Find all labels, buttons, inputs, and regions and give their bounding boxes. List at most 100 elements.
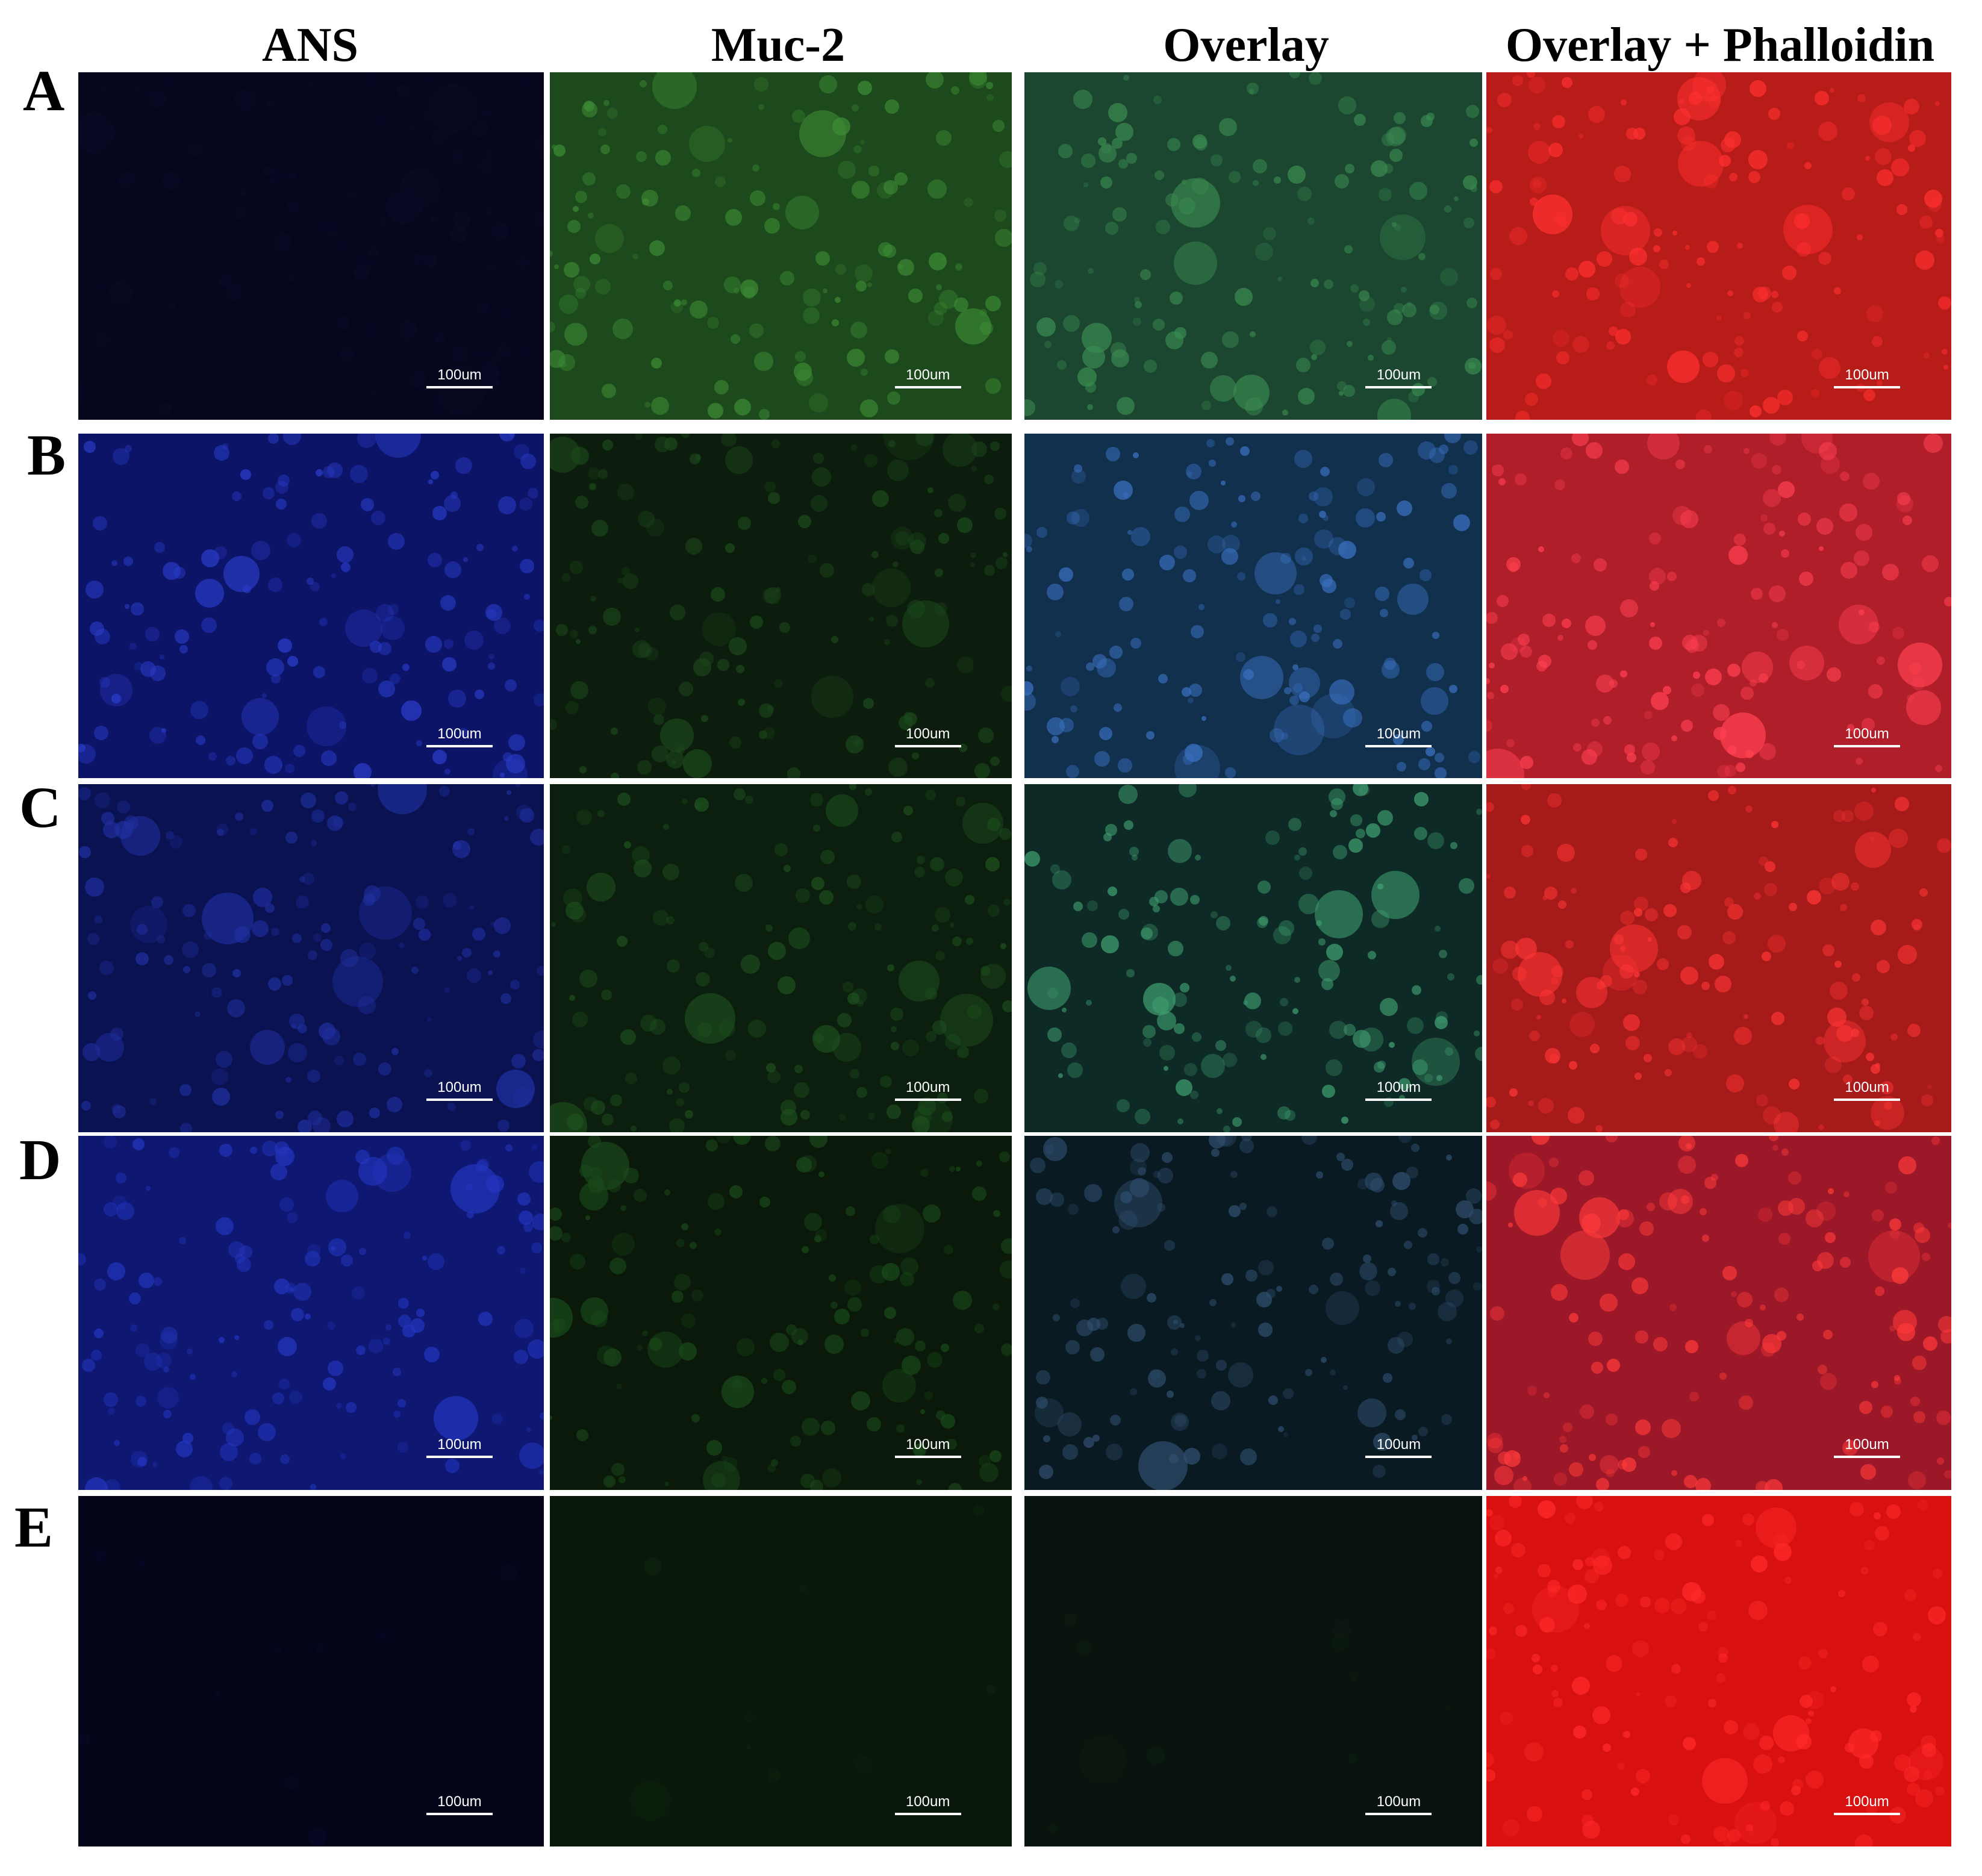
cell: [1026, 665, 1032, 672]
cell: [1117, 1099, 1130, 1112]
cell: [1110, 1415, 1121, 1426]
cell: [1254, 552, 1297, 594]
cell: [1289, 72, 1300, 78]
cell: [1551, 965, 1563, 977]
cell: [1509, 227, 1527, 245]
cell: [186, 362, 203, 379]
cell: [1294, 450, 1312, 468]
cell: [1626, 128, 1638, 140]
cell: [1265, 830, 1280, 845]
cell: [644, 402, 650, 408]
cell: [1697, 257, 1705, 266]
cell: [504, 816, 509, 821]
cell: [1309, 72, 1322, 85]
cell: [219, 274, 232, 287]
cell: [1898, 643, 1942, 687]
cell: [1185, 744, 1203, 762]
cell: [880, 1076, 892, 1088]
cell: [852, 104, 859, 111]
cell: [237, 1257, 251, 1272]
cell: [1578, 261, 1595, 278]
cell: [1343, 1385, 1348, 1390]
cell: [369, 1339, 383, 1353]
cell: [175, 629, 189, 644]
cell: [1299, 867, 1312, 880]
cell: [363, 894, 375, 906]
cell: [650, 1019, 665, 1035]
cell: [540, 1412, 544, 1419]
cell: [1171, 1413, 1189, 1431]
cell: [452, 840, 470, 858]
cell: [694, 797, 709, 812]
cell: [550, 437, 581, 473]
cell: [1338, 96, 1356, 114]
cell: [288, 345, 304, 361]
cell: [812, 1025, 840, 1053]
cell: [136, 1396, 146, 1407]
cell: [1609, 326, 1618, 336]
cell: [240, 469, 251, 480]
cell: [925, 790, 936, 800]
row-label: D: [19, 1127, 61, 1192]
cell: [1263, 227, 1276, 240]
cell: [510, 980, 520, 989]
cell: [1486, 1182, 1497, 1201]
cell: [1850, 1502, 1864, 1516]
cell: [340, 124, 348, 132]
cell: [996, 557, 1008, 569]
cell: [274, 1279, 290, 1294]
cell: [1603, 716, 1612, 725]
cell: [1594, 558, 1607, 572]
cell: [1772, 302, 1783, 313]
cell: [472, 120, 489, 137]
cell: [550, 251, 553, 257]
cell: [1764, 883, 1777, 896]
cell: [1538, 655, 1551, 668]
cell: [445, 1459, 460, 1473]
cell: [999, 151, 1012, 168]
cell: [1728, 546, 1748, 565]
cell: [1729, 173, 1737, 181]
cell: [1289, 618, 1296, 625]
cell: [1215, 1040, 1226, 1051]
cell: [681, 434, 690, 438]
cell: [1705, 668, 1722, 685]
scale-bar-line: [894, 1098, 961, 1101]
cell: [159, 402, 172, 416]
cell: [444, 639, 453, 649]
cell: [427, 1017, 432, 1022]
cell: [1495, 1530, 1512, 1547]
cell: [1336, 1153, 1345, 1161]
cell: [995, 229, 1012, 247]
cell: [915, 434, 933, 446]
scale-bar-label: 100um: [1376, 1436, 1421, 1453]
scale-bar-line: [1834, 1098, 1901, 1101]
cell: [1635, 1073, 1642, 1080]
cell: [617, 793, 631, 806]
cell: [1854, 802, 1874, 821]
cell: [1047, 1823, 1058, 1834]
cell: [1329, 537, 1347, 555]
cell: [492, 223, 509, 240]
cell: [1515, 411, 1530, 420]
cell: [1842, 1440, 1858, 1456]
cell: [449, 129, 455, 135]
cell: [1310, 340, 1326, 355]
cell: [1298, 388, 1315, 405]
cell: [870, 1265, 888, 1283]
cell: [566, 902, 584, 920]
cell: [1831, 873, 1850, 891]
cell: [1760, 514, 1768, 522]
cell: [1297, 187, 1312, 201]
cell: [1448, 465, 1458, 475]
cell: [1504, 1450, 1521, 1467]
cell: [334, 244, 344, 255]
cell: [867, 1417, 881, 1432]
cell: [708, 1193, 725, 1210]
cell: [790, 1436, 801, 1447]
cell: [1371, 871, 1419, 919]
cell: [762, 588, 778, 603]
cell: [920, 1168, 929, 1177]
cell: [1782, 266, 1797, 280]
cell: [1622, 1457, 1636, 1472]
